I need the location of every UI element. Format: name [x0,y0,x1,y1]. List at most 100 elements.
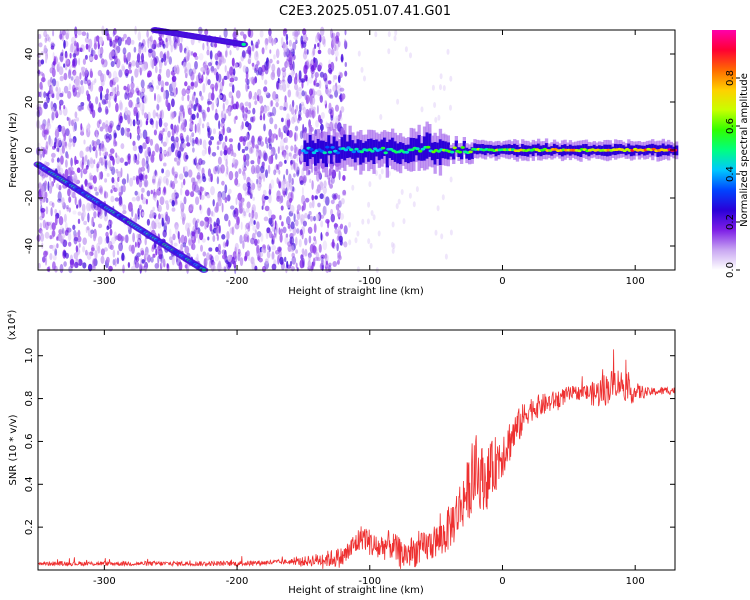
spectrogram-noise-cell [198,53,204,61]
spectrogram-noise-cell [154,218,160,224]
spectrogram-noise-cell [51,230,55,239]
spectrogram-noise-cell [187,51,190,61]
spectrogram-noise-cell [152,253,156,258]
spectrogram-noise-cell [439,84,442,91]
spectrogram-noise-cell [77,211,82,216]
spectrogram-noise-cell [270,100,274,107]
spectrogram-noise-cell [216,176,220,185]
spectrogram-noise-cell [315,35,319,43]
spectrogram-noise-cell [71,63,76,68]
spectrogram-noise-cell [48,201,54,206]
spectrogram-noise-cell [250,237,255,245]
spectrogram-noise-cell [325,263,330,274]
spectrogram-noise-cell [202,139,207,150]
spectrogram-noise-cell [328,102,332,111]
spectrogram-noise-cell [67,90,72,99]
spectrogram-noise-cell [137,110,140,119]
spectrogram-noise-cell [72,58,76,67]
spectrogram-noise-cell [269,100,273,108]
spectrogram-noise-cell [434,116,438,123]
spectrogram-noise-cell [449,104,452,111]
spectrogram-noise-cell [225,158,228,167]
spectrogram-noise-cell [206,44,210,52]
spectrogram-noise-cell [184,68,189,77]
spectrogram-noise-cell [84,54,88,60]
spectrogram-noise-cell [156,43,161,48]
spectrogram-noise-cell [284,124,288,134]
spectrogram-noise-cell [231,57,235,67]
spectrogram-noise-cell [80,84,85,95]
spectrogram-noise-cell [81,105,84,110]
spectrogram-noise-cell [313,91,317,96]
spectrogram-noise-cell [53,141,57,149]
spectrogram-noise-cell [221,110,224,118]
spectrogram-noise-cell [136,134,141,141]
spectrogram-noise-cell [240,135,245,142]
spectrogram-noise-cell [136,53,141,63]
spectrogram-noise-cell [181,95,185,101]
spectrogram-noise-cell [308,211,312,216]
spectrogram-noise-cell [208,145,211,155]
snr-x-axis-label: Height of straight line (km) [288,585,424,596]
spectrogram-noise-cell [70,170,75,175]
spectrogram-noise-cell [50,101,54,110]
spectrogram-noise-cell [112,249,116,258]
spectrogram-noise-cell [54,128,60,138]
spectrogram-noise-cell [63,261,67,267]
spectrogram-noise-cell [122,184,126,193]
spectrogram-noise-cell [285,187,288,196]
spectrogram-noise-cell [122,264,125,274]
spectrogram-noise-cell [152,206,155,212]
spectrogram-noise-cell [240,221,243,230]
spectrogram-noise-cell [40,204,43,214]
spectrogram-noise-cell [159,95,162,103]
spectrogram-noise-cell [95,96,99,105]
spectrogram-noise-cell [150,189,153,195]
spectrogram-noise-cell [191,137,195,147]
spectrogram-noise-cell [50,41,55,46]
spectrogram-band-core [415,147,420,151]
spectrogram-noise-cell [190,71,195,81]
spectrogram-noise-cell [290,145,294,152]
x-tick-label: -200 [226,276,249,287]
spectrogram-noise-cell [368,181,372,188]
spectrogram-noise-cell [106,225,110,231]
spectrogram-noise-cell [305,108,310,119]
spectrogram-noise-cell [87,182,93,187]
spectrogram-noise-cell [41,210,45,219]
spectrogram-noise-cell [396,98,400,105]
spectrogram-noise-cell [126,173,129,184]
spectrogram-noise-cell [65,252,69,259]
spectrogram-noise-cell [342,175,346,181]
spectrogram-noise-cell [317,171,322,179]
spectrogram-noise-cell [52,261,56,271]
spectrogram-noise-cell [374,31,378,38]
spectrogram-noise-cell [189,135,192,143]
spectrogram-noise-cell [344,29,347,36]
spectrogram-noise-cell [182,61,187,69]
spectrogram-noise-cell [257,39,260,45]
x-tick-label: 0 [499,576,505,587]
spectrogram-noise-cell [169,40,174,48]
spectrogram-noise-cell [282,226,287,234]
spectrogram-noise-cell [59,92,64,98]
spectrogram-band [308,134,312,159]
spectrogram-noise-cell [109,91,114,97]
spectrogram-noise-cell [138,60,143,66]
spectrogram-noise-cell [255,50,258,58]
spectrogram-noise-cell [224,213,229,222]
spectrogram-noise-cell [89,157,94,165]
spectrogram-noise-cell [114,38,119,43]
spectrogram-noise-cell [148,48,153,54]
spectrogram-noise-cell [254,91,258,101]
spectrogram-noise-cell [56,243,59,249]
spectrogram-noise-cell [320,232,323,241]
spectrogram-noise-cell [314,76,318,83]
spectrogram-noise-cell [162,150,167,155]
spectrogram-noise-cell [127,201,133,212]
spectrogram-x-ticks: -300 -200 -100 0 100 [93,30,645,287]
spectrogram-noise-cell [74,121,77,132]
spectrogram-noise-cell [263,123,266,132]
spectrogram-noise-cell [297,30,300,35]
spectrogram-noise-cell [237,142,241,152]
